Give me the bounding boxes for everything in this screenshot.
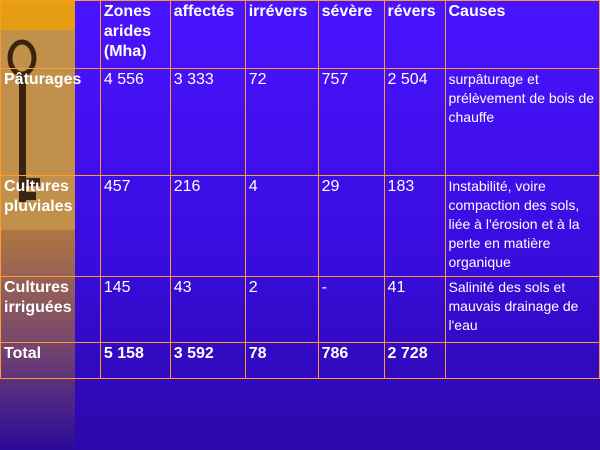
value-cell: 2 [244, 276, 319, 343]
data-table: Zones arides (Mha) affectés irrévers sévère… [0, 0, 600, 379]
value-cell: 41 [383, 276, 446, 343]
header-cell: irrévers [244, 0, 319, 69]
empty-cell [444, 342, 600, 379]
header-cell: révers [383, 0, 446, 69]
header-cell: affectés [169, 0, 246, 69]
header-cell: sévère [317, 0, 385, 69]
causes-cell: Salinité des sols et mauvais drainage de… [444, 276, 600, 343]
total-cell: 2 728 [383, 342, 446, 379]
value-cell: 216 [169, 175, 246, 277]
value-cell: 457 [99, 175, 171, 277]
value-cell: 3 333 [169, 68, 246, 176]
causes-cell: Instabilité, voire compaction des sols, … [444, 175, 600, 277]
value-cell: 183 [383, 175, 446, 277]
value-cell: 757 [317, 68, 385, 176]
table-row: Cultures pluviales 457 216 4 29 183 Instabilit… [0, 175, 600, 277]
value-cell: 4 [244, 175, 319, 277]
value-cell: 145 [99, 276, 171, 343]
value-cell: 29 [317, 175, 385, 277]
row-label: Pâturages [0, 68, 101, 176]
value-cell: 72 [244, 68, 319, 176]
value-cell: - [317, 276, 385, 343]
total-cell: 78 [244, 342, 319, 379]
total-label: Total [0, 342, 101, 379]
header-cell: Zones arides (Mha) [99, 0, 171, 69]
row-label: Cultures pluviales [0, 175, 101, 277]
header-cell: Causes [444, 0, 600, 69]
value-cell: 2 504 [383, 68, 446, 176]
table-row: Pâturages 4 556 3 333 72 757 2 504 surpâturage… [0, 68, 600, 176]
total-cell: 786 [317, 342, 385, 379]
value-cell: 43 [169, 276, 246, 343]
total-row: Total 5 158 3 592 78 786 2 728 [0, 342, 600, 379]
total-cell: 5 158 [99, 342, 171, 379]
total-cell: 3 592 [169, 342, 246, 379]
value-cell: 4 556 [99, 68, 171, 176]
header-row: Zones arides (Mha) affectés irrévers sévère… [0, 0, 600, 69]
table-row: Cultures irriguées 145 43 2-41 Salinité des … [0, 276, 600, 343]
corner-cell [0, 0, 101, 69]
row-label: Cultures irriguées [0, 276, 101, 343]
causes-cell: surpâturage et prélèvement de bois de ch… [444, 68, 600, 176]
